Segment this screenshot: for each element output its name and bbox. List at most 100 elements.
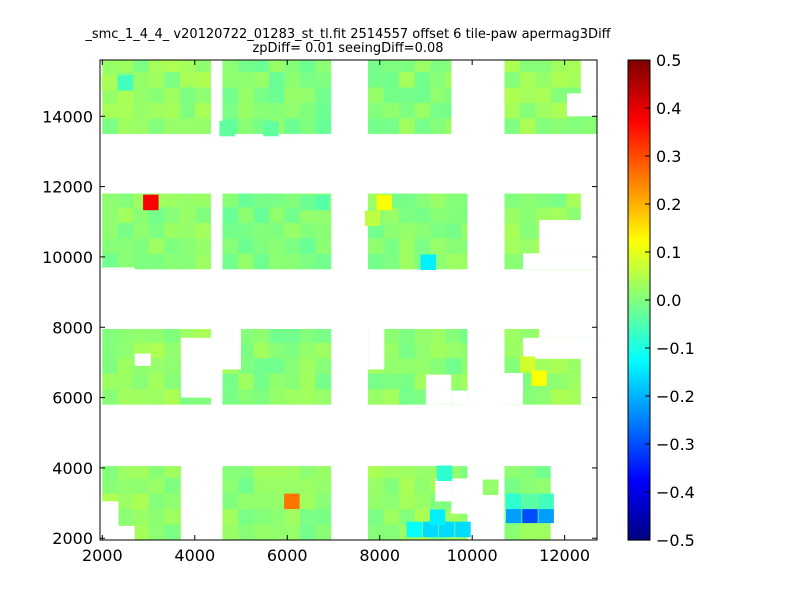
- colorbar-tick-label: 0.4: [656, 99, 681, 118]
- heatmap-cell: [315, 329, 331, 343]
- highlight-cell: [300, 195, 316, 211]
- heatmap-cell: [223, 87, 239, 103]
- colorbar-segment: [628, 84, 650, 89]
- heatmap-cell: [164, 478, 180, 494]
- heatmap-cell: [164, 103, 180, 119]
- heatmap-cell: [118, 238, 134, 254]
- colorbar-segment: [628, 280, 650, 285]
- heatmap-cell: [223, 509, 239, 524]
- colorbar-segment: [628, 400, 650, 405]
- highlight-cell: [102, 75, 118, 91]
- heatmap-cell: [446, 238, 462, 254]
- colorbar-segment: [628, 456, 650, 461]
- heatmap-cell: [195, 194, 211, 208]
- heatmap-cell: [446, 87, 452, 103]
- heatmap-cell: [133, 525, 149, 541]
- heatmap-cell: [446, 72, 452, 88]
- heatmap-cell: [505, 329, 521, 343]
- heatmap-cell: [195, 60, 211, 72]
- heatmap-cell: [195, 238, 211, 254]
- colorbar-segment: [628, 432, 650, 437]
- colorbar-segment: [628, 316, 650, 321]
- heatmap-cell: [567, 358, 583, 374]
- colorbar-segment: [628, 128, 650, 133]
- heatmap-cell: [520, 238, 536, 254]
- heatmap-cell: [285, 103, 301, 119]
- highlight-cell: [407, 522, 423, 538]
- heatmap-cell: [223, 103, 239, 119]
- highlight-cell: [143, 195, 159, 211]
- colorbar-segment: [628, 260, 650, 265]
- heatmap-cell: [315, 87, 331, 103]
- heatmap-cell: [300, 72, 316, 88]
- heatmap-cell: [315, 103, 331, 119]
- heatmap-cell: [315, 238, 331, 254]
- colorbar: 0.50.40.30.20.10.0−0.1−0.2−0.3−0.4−0.5: [628, 51, 695, 550]
- heatmap-cell: [164, 343, 180, 359]
- x-tick-label: 10000: [447, 546, 498, 565]
- heatmap-cell: [399, 478, 415, 494]
- heatmap-cell: [102, 358, 118, 374]
- empty-cell: [581, 194, 597, 220]
- highlight-cell: [522, 494, 538, 510]
- heatmap-cell: [254, 87, 270, 103]
- colorbar-tick-label: −0.4: [656, 483, 695, 502]
- colorbar-segment: [628, 172, 650, 177]
- heatmap-cell: [164, 389, 180, 405]
- heatmap-cell: [164, 72, 180, 88]
- heatmap-cell: [149, 238, 165, 254]
- heatmap-cell: [254, 60, 270, 72]
- heatmap-cell: [551, 374, 567, 390]
- heatmap-cell: [254, 72, 270, 88]
- heatmap-cell: [368, 118, 384, 133]
- heatmap-cell: [415, 478, 431, 494]
- colorbar-segment: [628, 360, 650, 365]
- heatmap-cell: [164, 194, 180, 208]
- heatmap-cell: [118, 494, 134, 510]
- heatmap-cell: [415, 358, 431, 374]
- heatmap-cell: [223, 223, 239, 239]
- heatmap-cell: [384, 374, 400, 390]
- colorbar-segment: [628, 472, 650, 477]
- colorbar-segment: [628, 288, 650, 293]
- heatmap-cell: [254, 374, 270, 390]
- highlight-cell: [455, 522, 471, 538]
- heatmap-cell: [238, 525, 254, 541]
- heatmap-cell: [180, 72, 196, 88]
- colorbar-segment: [628, 388, 650, 393]
- heatmap-cell: [520, 525, 536, 541]
- heatmap-cell: [567, 194, 583, 208]
- heatmap-cell: [384, 72, 400, 88]
- heatmap-cell: [461, 207, 468, 223]
- heatmap-cell: [461, 194, 468, 208]
- colorbar-segment: [628, 156, 650, 161]
- colorbar-segment: [628, 500, 650, 505]
- heatmap-cell: [384, 389, 400, 405]
- heatmap-cell: [368, 466, 384, 478]
- heatmap-cell: [102, 207, 118, 223]
- heatmap-cell: [551, 358, 567, 374]
- heatmap-cell: [399, 329, 415, 343]
- heatmap-cell: [285, 374, 301, 390]
- heatmap-cell: [238, 223, 254, 239]
- heatmap-cell: [384, 103, 400, 119]
- heatmap-cell: [133, 238, 149, 254]
- empty-cell: [223, 329, 242, 369]
- heatmap-cell: [461, 374, 468, 390]
- heatmap-cell: [446, 343, 462, 359]
- colorbar-segment: [628, 452, 650, 457]
- heatmap-cell: [520, 87, 536, 103]
- colorbar-segment: [628, 168, 650, 173]
- colorbar-segment: [628, 420, 650, 425]
- empty-cell: [181, 338, 211, 398]
- highlight-cell: [430, 509, 446, 525]
- colorbar-segment: [628, 532, 650, 537]
- heatmap-cell: [536, 194, 552, 208]
- heatmap-cell: [551, 389, 567, 405]
- colorbar-segment: [628, 424, 650, 429]
- heatmap-cell: [149, 118, 165, 133]
- heatmap-cell: [254, 389, 270, 405]
- colorbar-segment: [628, 68, 650, 73]
- colorbar-segment: [628, 228, 650, 233]
- heatmap-cell: [399, 118, 415, 133]
